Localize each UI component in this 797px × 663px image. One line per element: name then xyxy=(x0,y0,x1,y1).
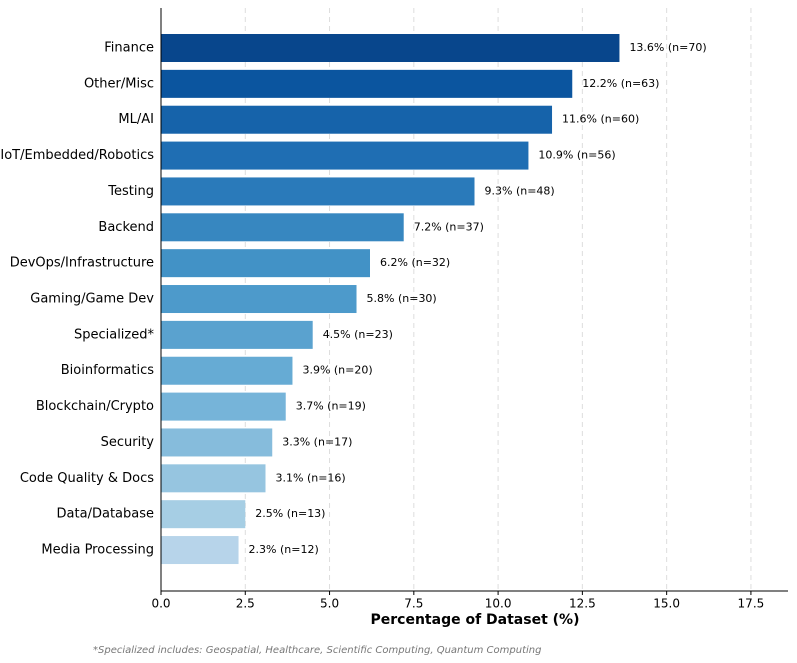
x-axis-label: Percentage of Dataset (%) xyxy=(371,612,580,628)
bar xyxy=(161,536,239,565)
value-label: 12.2% (n=63) xyxy=(582,77,659,90)
value-label: 3.9% (n=20) xyxy=(302,364,372,377)
bar xyxy=(161,464,266,493)
x-tick-label: 12.5 xyxy=(569,597,596,611)
y-tick-label: Code Quality & Docs xyxy=(20,471,154,486)
x-tick-label: 17.5 xyxy=(738,597,765,611)
bar xyxy=(161,249,370,278)
bar xyxy=(161,428,273,457)
value-label: 6.2% (n=32) xyxy=(380,256,450,269)
x-tick-label: 0.0 xyxy=(151,597,170,611)
value-label: 13.6% (n=70) xyxy=(629,41,706,54)
value-label: 2.3% (n=12) xyxy=(249,543,319,556)
y-tick-label: Blockchain/Crypto xyxy=(36,399,154,414)
y-tick-label: DevOps/Infrastructure xyxy=(10,256,154,271)
y-tick-label: Bioinformatics xyxy=(61,363,154,378)
y-tick-label: ML/AI xyxy=(118,112,154,127)
y-tick-label: Media Processing xyxy=(41,543,154,558)
value-label: 3.7% (n=19) xyxy=(296,400,366,413)
x-tick-label: 5.0 xyxy=(320,597,339,611)
y-tick-label: Other/Misc xyxy=(84,76,154,91)
y-tick-label: Specialized* xyxy=(74,327,155,342)
x-tick-label: 15.0 xyxy=(653,597,680,611)
bar xyxy=(161,34,620,62)
y-tick-label: Backend xyxy=(98,220,154,235)
y-tick-label: Testing xyxy=(107,184,154,199)
x-tick-label: 7.5 xyxy=(404,597,423,611)
bar xyxy=(161,392,286,421)
value-label: 11.6% (n=60) xyxy=(562,113,639,126)
footnote: *Specialized includes: Geospatial, Healt… xyxy=(93,645,541,656)
y-tick-label: Gaming/Game Dev xyxy=(30,292,154,307)
value-label: 3.1% (n=16) xyxy=(276,471,346,484)
x-tick-label: 2.5 xyxy=(236,597,255,611)
bar xyxy=(161,213,404,242)
value-label: 9.3% (n=48) xyxy=(485,184,555,197)
value-label: 10.9% (n=56) xyxy=(538,149,615,162)
bar xyxy=(161,141,529,170)
value-label: 5.8% (n=30) xyxy=(367,292,437,305)
bar xyxy=(161,69,573,98)
value-label: 2.5% (n=13) xyxy=(255,507,325,520)
value-label: 4.5% (n=23) xyxy=(323,328,393,341)
bar xyxy=(161,500,246,529)
x-tick-label: 10.0 xyxy=(485,597,512,611)
bar xyxy=(161,356,293,385)
y-tick-label: IoT/Embedded/Robotics xyxy=(0,148,154,163)
bar xyxy=(161,285,357,314)
bar xyxy=(161,177,475,206)
y-tick-label: Data/Database xyxy=(57,507,154,522)
value-label: 7.2% (n=37) xyxy=(414,220,484,233)
y-tick-label: Security xyxy=(101,435,155,450)
value-label: 3.3% (n=17) xyxy=(282,435,352,448)
bar xyxy=(161,320,313,349)
bar xyxy=(161,105,553,134)
y-tick-label: Finance xyxy=(104,41,154,56)
